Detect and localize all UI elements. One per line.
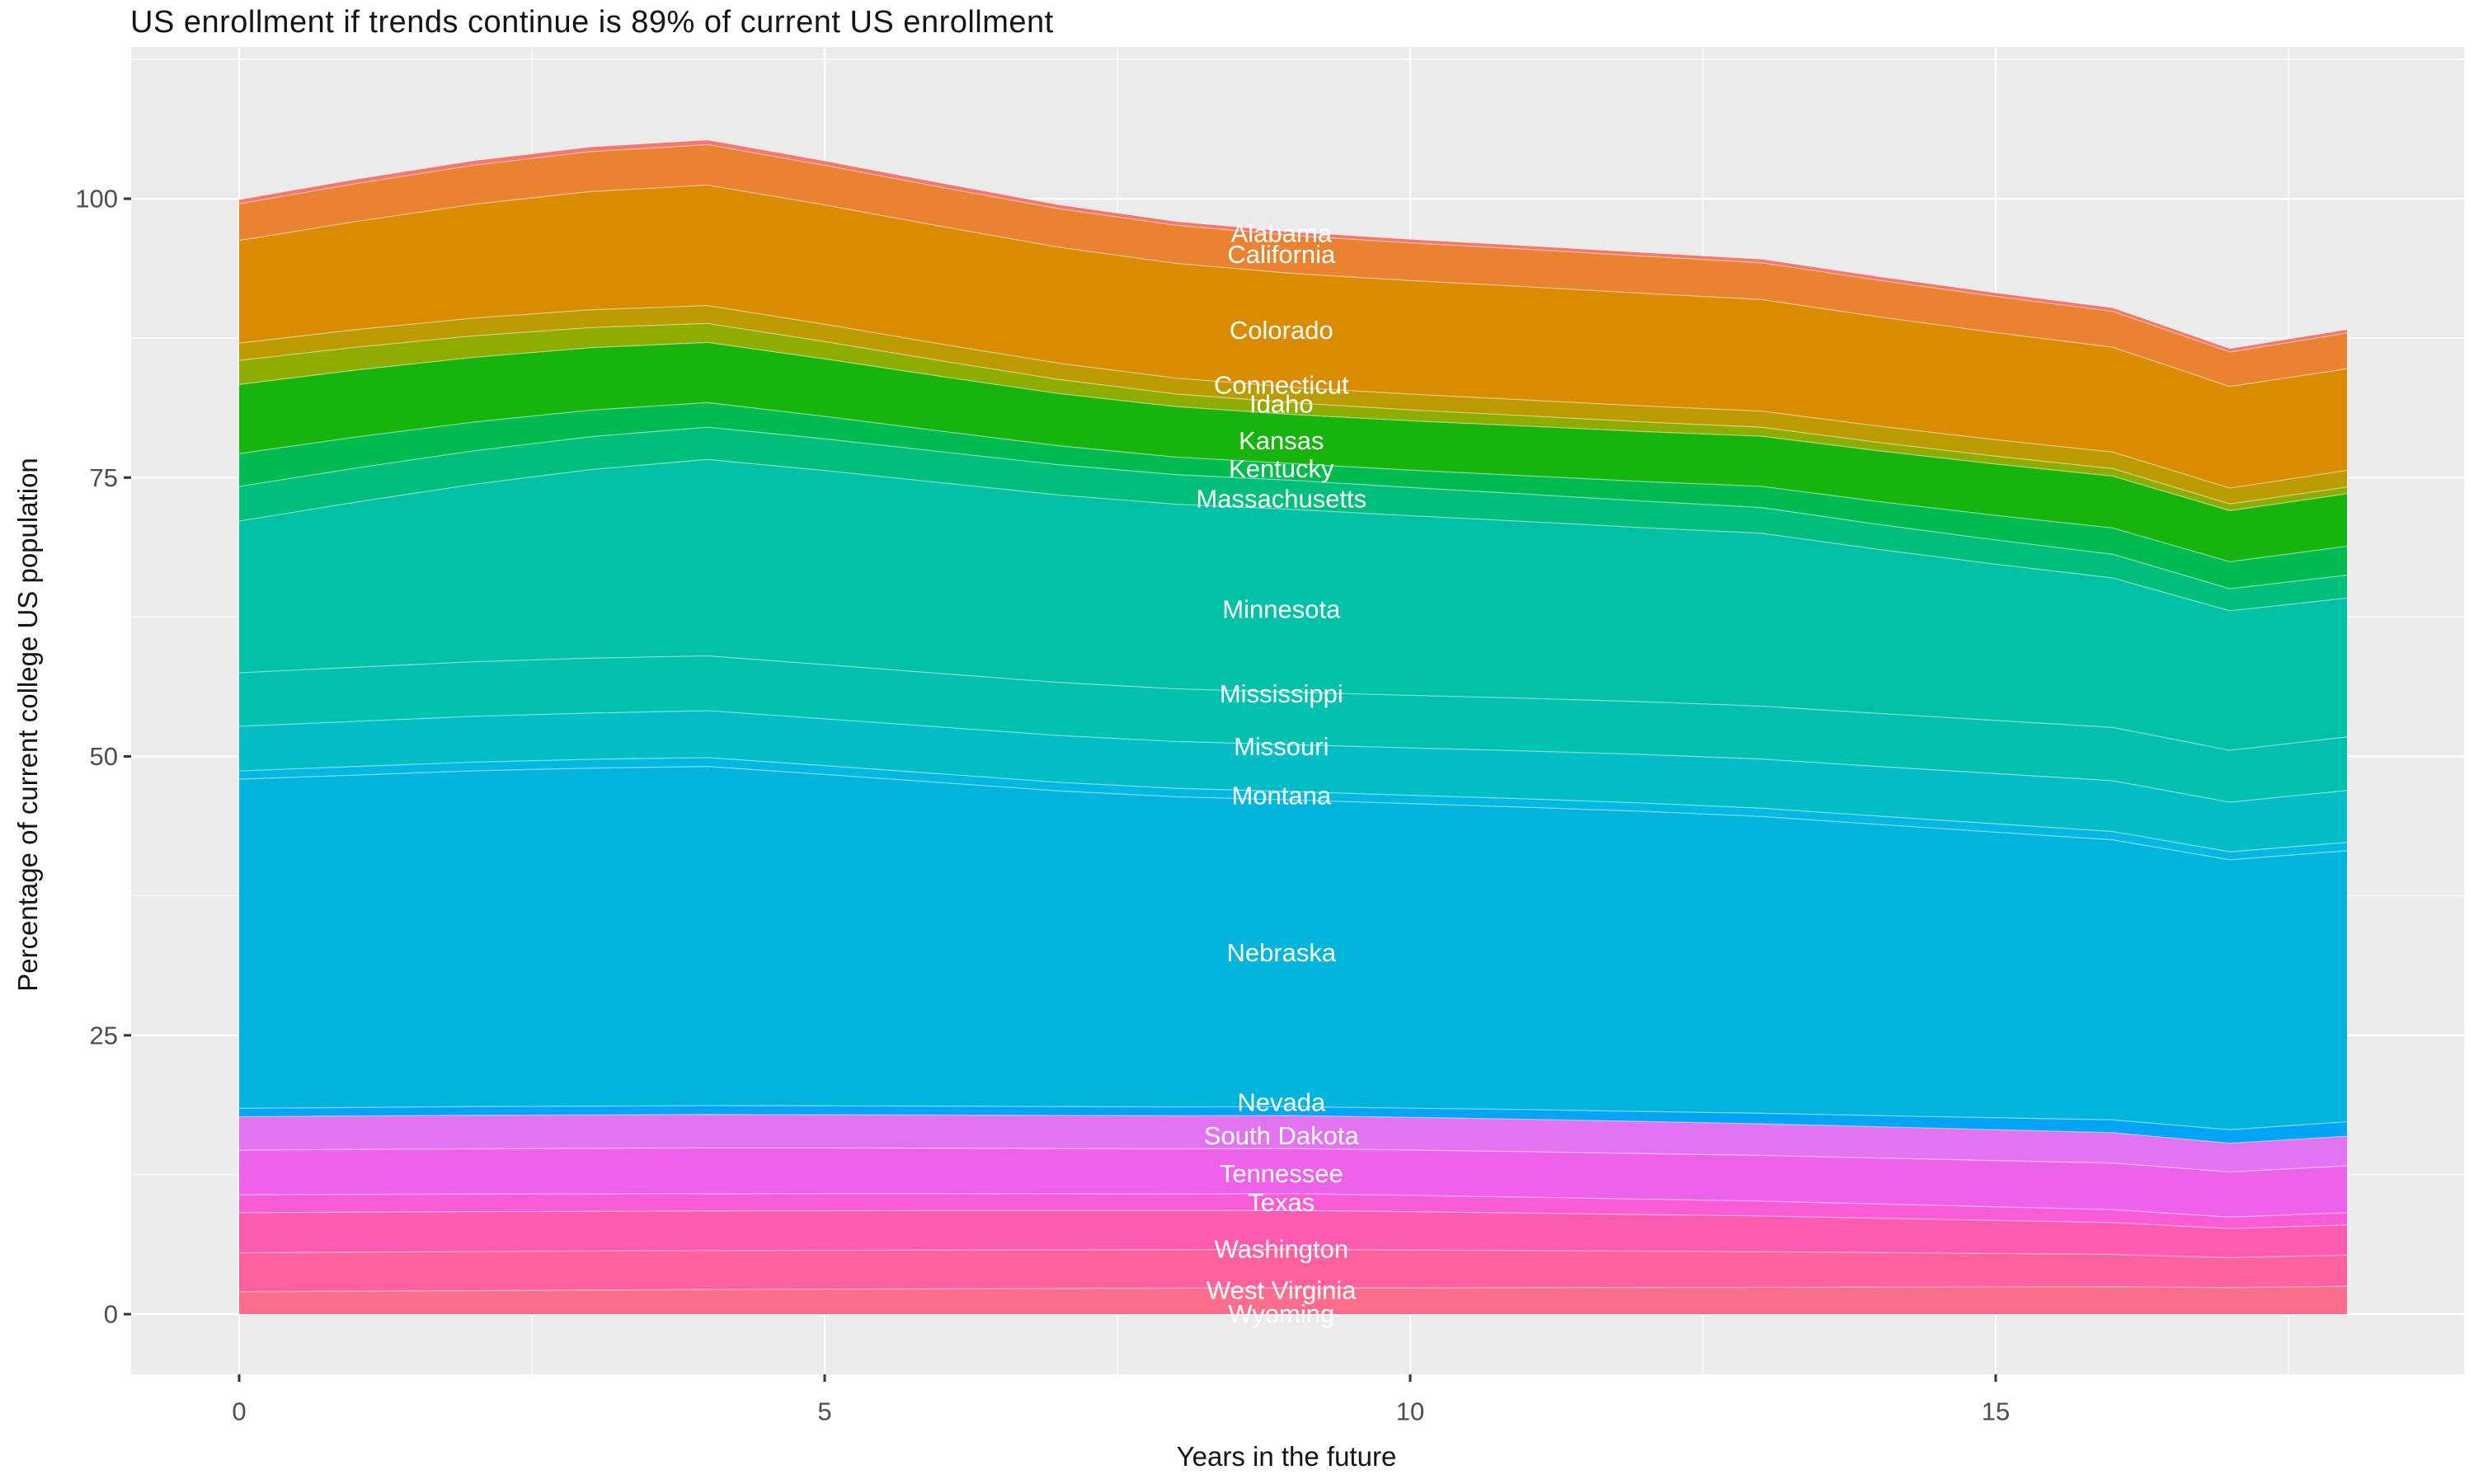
band-seam (238, 304, 2348, 489)
y-tick-label: 0 (104, 1300, 118, 1329)
area-california (239, 144, 2347, 387)
y-tick-label: 100 (75, 185, 118, 214)
band-seam (238, 1114, 2348, 1144)
state-label-minnesota: Minnesota (1222, 594, 1341, 623)
area-connecticut (239, 305, 2347, 505)
area-wyoming (239, 1286, 2347, 1314)
band-seam (238, 322, 2348, 505)
band-seam (238, 766, 2348, 861)
state-label-connecticut: Connecticut (1214, 370, 1349, 399)
area-washington (239, 1210, 2347, 1258)
x-tick-label: 0 (232, 1397, 246, 1425)
chart-title: US enrollment if trends continue is 89% … (130, 5, 1054, 40)
band-seam (238, 1248, 2348, 1259)
area-kansas (239, 342, 2347, 562)
band-seam (238, 1285, 2348, 1293)
state-label-washington: Washington (1215, 1234, 1349, 1263)
y-tick-label: 75 (90, 463, 118, 492)
band-seam (238, 341, 2348, 512)
area-colorado (239, 185, 2347, 488)
area-west-virginia (239, 1249, 2347, 1292)
area-minnesota (239, 459, 2347, 751)
state-label-colorado: Colorado (1230, 316, 1333, 345)
state-label-nevada: Nevada (1237, 1087, 1326, 1116)
area-nevada (239, 1106, 2347, 1144)
state-label-massachusetts: Massachusetts (1196, 484, 1366, 513)
area-mississippi (239, 655, 2347, 802)
area-montana (239, 757, 2347, 860)
band-seam (238, 1193, 2348, 1218)
band-seam (238, 655, 2348, 751)
band-seam (238, 710, 2348, 803)
area-texas (239, 1193, 2347, 1229)
state-label-alabama: Alabama (1231, 218, 1333, 247)
y-axis-title: Percentage of current college US populat… (12, 458, 43, 992)
state-label-california: California (1227, 240, 1336, 269)
state-label-missouri: Missouri (1234, 732, 1329, 761)
band-seam (238, 143, 2348, 353)
state-label-south-dakota: South Dakota (1204, 1121, 1360, 1150)
area-south-dakota (239, 1114, 2347, 1172)
state-label-nebraska: Nebraska (1226, 938, 1336, 967)
state-label-idaho: Idaho (1249, 389, 1314, 418)
band-seam (238, 426, 2348, 589)
state-label-wyoming: Wyoming (1228, 1299, 1334, 1328)
band-seam (238, 1147, 2348, 1173)
state-label-kansas: Kansas (1239, 426, 1324, 455)
band-seam (238, 1105, 2348, 1130)
state-label-kentucky: Kentucky (1229, 454, 1334, 483)
area-missouri (239, 711, 2347, 852)
band-seam (238, 458, 2348, 612)
x-axis-title: Years in the future (1176, 1441, 1397, 1472)
x-tick-label: 5 (817, 1397, 831, 1425)
state-label-tennessee: Tennessee (1220, 1159, 1343, 1188)
area-idaho (239, 323, 2347, 511)
y-tick-label: 25 (90, 1021, 118, 1050)
band-seam (238, 184, 2348, 387)
state-label-texas: Texas (1248, 1188, 1315, 1217)
area-tennessee (239, 1148, 2347, 1218)
state-label-west-virginia: West Virginia (1206, 1275, 1357, 1304)
band-seam (238, 757, 2348, 852)
band-seam (238, 1209, 2348, 1229)
area-nebraska (239, 766, 2347, 1130)
x-tick-label: 15 (1982, 1397, 2010, 1425)
x-tick-label: 10 (1396, 1397, 1424, 1425)
state-label-mississippi: Mississippi (1220, 679, 1343, 708)
band-seam (238, 402, 2348, 563)
state-label-montana: Montana (1231, 781, 1331, 810)
y-tick-label: 50 (90, 742, 118, 771)
